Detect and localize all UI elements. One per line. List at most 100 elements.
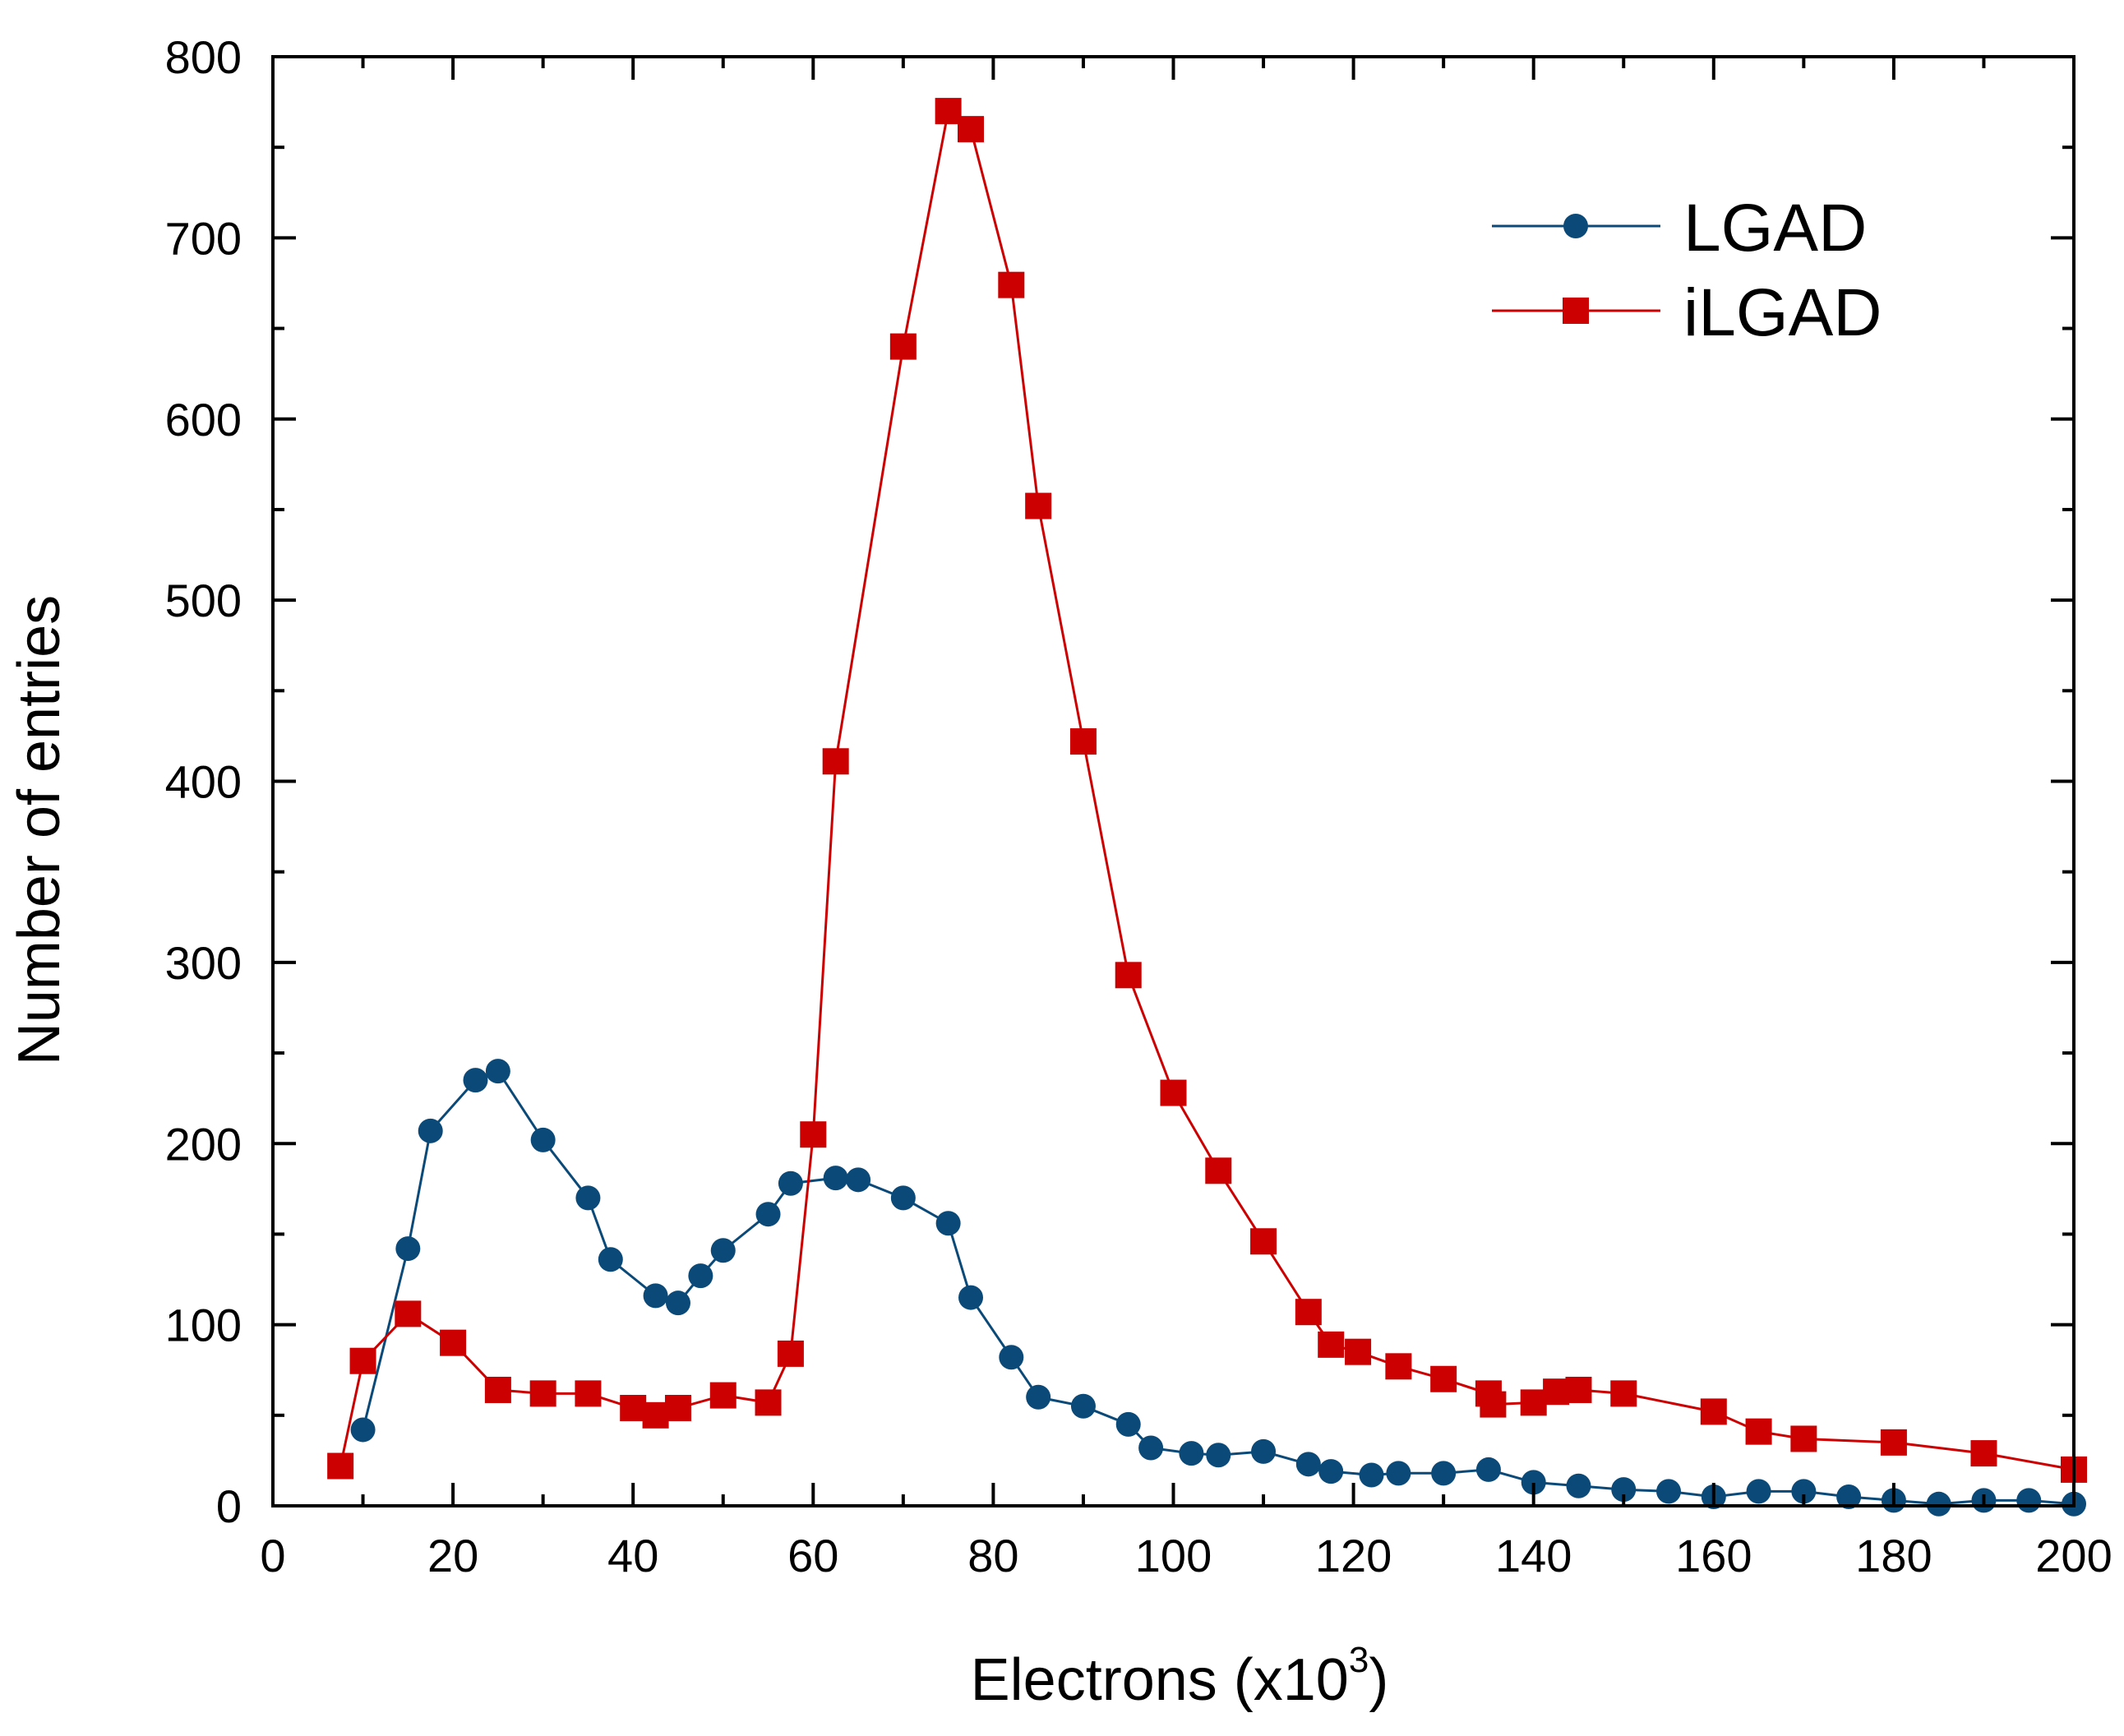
x-axis-title-close: ) [1369,1647,1388,1713]
data-point-ilgad-22 [1160,1079,1187,1106]
x-tick-label: 160 [1675,1530,1752,1581]
legend-entry-lgad: LGAD [1492,191,1867,265]
legend-marker-ilgad [1563,298,1589,324]
axis-layer: 0 20 40 60 80 100 120 140 160 180 200 0 100 200 300 400… [165,31,2112,1581]
data-point-ilgad-14 [822,748,849,775]
data-point-ilgad-1 [349,1347,376,1374]
data-point-lgad-14 [823,1166,848,1191]
data-point-lgad-13 [778,1170,803,1196]
data-point-ilgad-10 [709,1382,736,1409]
data-point-ilgad-35 [1610,1380,1637,1407]
data-point-lgad-17 [935,1211,961,1236]
x-axis-title-main: Electrons (x10 [971,1647,1349,1713]
x-tick-label: 80 [967,1530,1018,1581]
data-point-ilgad-16 [935,98,962,125]
data-point-ilgad-17 [958,116,985,143]
y-axis-title: Number of entries [7,595,72,1065]
series-layer [327,98,2087,1517]
data-point-ilgad-24 [1250,1228,1277,1255]
x-tick-label: 120 [1315,1530,1392,1581]
data-point-ilgad-31 [1480,1391,1507,1418]
data-point-ilgad-11 [755,1389,782,1416]
data-point-lgad-39 [1791,1479,1817,1504]
data-point-ilgad-0 [327,1452,354,1480]
data-point-ilgad-25 [1295,1299,1322,1326]
data-point-lgad-19 [999,1345,1024,1370]
y-tick-label: 700 [165,212,242,264]
data-point-lgad-22 [1115,1411,1141,1437]
data-point-lgad-4 [485,1059,510,1084]
data-point-ilgad-9 [664,1394,691,1421]
data-point-lgad-26 [1251,1438,1277,1464]
y-tick-label: 300 [165,937,242,989]
x-tick-label: 40 [607,1530,658,1581]
data-point-lgad-2 [418,1118,443,1143]
data-point-lgad-0 [350,1417,376,1443]
data-point-lgad-27 [1295,1452,1321,1477]
legend-label-ilgad: iLGAD [1683,275,1882,350]
data-point-lgad-6 [575,1185,601,1211]
data-point-ilgad-36 [1700,1398,1727,1425]
data-point-lgad-10 [688,1263,713,1289]
data-point-lgad-33 [1521,1470,1546,1495]
data-point-lgad-42 [1926,1491,1951,1517]
data-point-lgad-5 [530,1127,556,1152]
data-point-ilgad-4 [484,1376,511,1403]
data-point-ilgad-28 [1385,1353,1412,1380]
data-point-ilgad-13 [800,1121,827,1148]
data-point-ilgad-3 [440,1329,467,1356]
data-point-ilgad-38 [1790,1425,1817,1452]
x-tick-label: 100 [1135,1530,1212,1581]
data-point-lgad-25 [1206,1443,1231,1468]
data-point-ilgad-33 [1543,1378,1570,1406]
data-point-ilgad-34 [1565,1376,1592,1403]
data-point-lgad-7 [598,1247,623,1272]
y-tick-label: 600 [165,394,242,446]
data-point-lgad-36 [1656,1479,1682,1504]
data-point-lgad-18 [958,1285,984,1310]
data-point-ilgad-15 [889,333,917,360]
data-point-ilgad-27 [1345,1338,1372,1365]
data-point-lgad-12 [755,1202,781,1227]
data-point-ilgad-21 [1115,962,1142,989]
x-tick-label: 0 [260,1530,285,1581]
y-tick-label: 500 [165,575,242,626]
x-tick-label: 200 [2035,1530,2112,1581]
x-tick-label: 60 [787,1530,838,1581]
data-point-ilgad-18 [998,271,1025,298]
data-point-lgad-8 [643,1283,668,1309]
data-point-lgad-11 [710,1238,736,1263]
x-tick-label: 140 [1495,1530,1572,1581]
data-point-ilgad-39 [1880,1429,1907,1456]
data-point-ilgad-5 [529,1380,556,1407]
data-point-ilgad-32 [1520,1389,1547,1416]
data-point-lgad-29 [1359,1462,1384,1488]
data-point-ilgad-8 [642,1401,669,1429]
data-point-lgad-38 [1746,1479,1771,1504]
data-point-ilgad-6 [575,1380,602,1407]
data-point-ilgad-20 [1069,728,1097,755]
data-point-ilgad-37 [1745,1418,1772,1445]
data-point-lgad-40 [1836,1484,1862,1509]
y-tick-label: 0 [216,1480,242,1532]
data-point-ilgad-12 [777,1340,804,1367]
data-point-lgad-15 [846,1167,871,1193]
data-point-lgad-23 [1138,1435,1164,1461]
y-tick-label: 100 [165,1300,242,1351]
data-point-lgad-1 [395,1236,421,1262]
legend-label-lgad: LGAD [1683,191,1867,265]
data-point-ilgad-26 [1318,1331,1345,1358]
data-point-lgad-30 [1386,1461,1411,1486]
data-point-ilgad-40 [1970,1440,1997,1467]
data-point-ilgad-19 [1025,492,1052,519]
data-point-ilgad-29 [1430,1365,1457,1392]
x-tick-label: 20 [427,1530,478,1581]
data-point-lgad-9 [665,1290,690,1316]
legend: LGAD iLGAD [1492,191,1882,350]
y-tick-label: 800 [165,31,242,83]
data-point-ilgad-23 [1205,1157,1232,1184]
legend-marker-lgad [1563,214,1588,238]
data-point-ilgad-7 [620,1394,647,1421]
